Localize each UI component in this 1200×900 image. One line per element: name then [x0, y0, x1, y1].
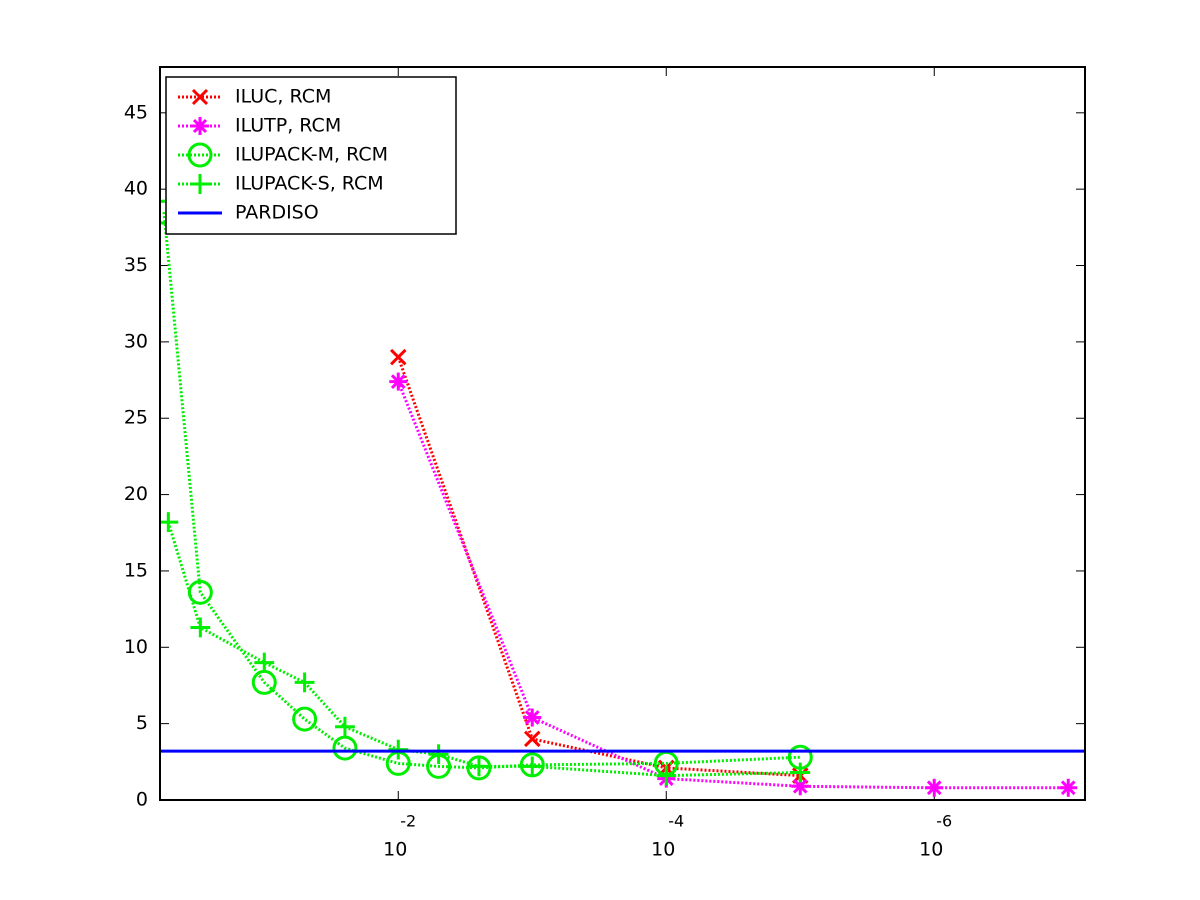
axes-box — [159, 66, 1086, 801]
y-tick-label: 25 — [124, 407, 148, 429]
marker — [791, 777, 810, 796]
marker-stroke — [390, 374, 406, 389]
marker — [523, 708, 542, 727]
y-tick-label: 35 — [124, 254, 148, 276]
marker-circle — [292, 706, 318, 732]
y-tick-label: 20 — [124, 483, 148, 505]
legend-marker — [191, 117, 209, 135]
marker — [294, 672, 315, 693]
marker — [522, 756, 543, 777]
marker — [332, 735, 358, 761]
marker-circle — [187, 142, 213, 168]
series-line — [396, 381, 1069, 790]
legend-label: ILUC, RCM — [235, 86, 331, 108]
marker-stroke — [390, 348, 407, 366]
x-tick-label: 10 — [651, 839, 675, 861]
marker-stroke — [524, 710, 540, 725]
marker — [389, 372, 408, 391]
y-tick-label: 0 — [136, 789, 148, 811]
y-tick-label: 5 — [136, 712, 148, 734]
marker — [790, 762, 811, 783]
legend-marker — [187, 142, 213, 168]
legend-label: ILUTP, RCM — [235, 115, 341, 137]
marker-stroke — [1060, 780, 1076, 796]
legend-label: ILUPACK-M, RCM — [235, 144, 388, 166]
marker — [254, 652, 275, 673]
marker — [656, 765, 677, 786]
marker — [335, 716, 355, 737]
marker-stroke — [192, 118, 208, 134]
marker — [190, 617, 211, 638]
marker-stroke — [191, 88, 209, 106]
series-line — [396, 356, 801, 778]
x-tick-label: 10 — [383, 839, 407, 861]
x-tick-label: 10 — [919, 839, 943, 861]
legend-label: ILUPACK-S, RCM — [235, 173, 384, 195]
series-line — [162, 211, 801, 770]
marker-stroke — [792, 778, 808, 794]
marker-stroke — [524, 730, 541, 748]
y-tick-label: 10 — [124, 636, 148, 658]
y-tick-label: 45 — [124, 101, 148, 123]
y-tick-label: 40 — [124, 178, 148, 200]
marker — [428, 744, 449, 765]
x-tick-exponent: -2 — [400, 812, 416, 831]
y-tick-label: 30 — [124, 330, 148, 352]
marker — [390, 348, 407, 366]
marker — [524, 730, 541, 748]
marker-stroke — [926, 780, 942, 796]
marker — [469, 756, 489, 777]
legend-marker — [190, 174, 210, 194]
marker-circle — [332, 735, 358, 761]
y-tick-label: 15 — [124, 559, 148, 581]
x-tick-exponent: -4 — [668, 812, 684, 831]
marker — [1059, 778, 1078, 797]
legend-marker — [191, 88, 209, 106]
marker — [292, 706, 318, 732]
legend-label: PARDISO — [235, 202, 319, 224]
plot-area — [160, 199, 1085, 797]
marker — [160, 512, 179, 532]
marker — [925, 778, 944, 797]
x-tick-exponent: -6 — [936, 812, 952, 831]
